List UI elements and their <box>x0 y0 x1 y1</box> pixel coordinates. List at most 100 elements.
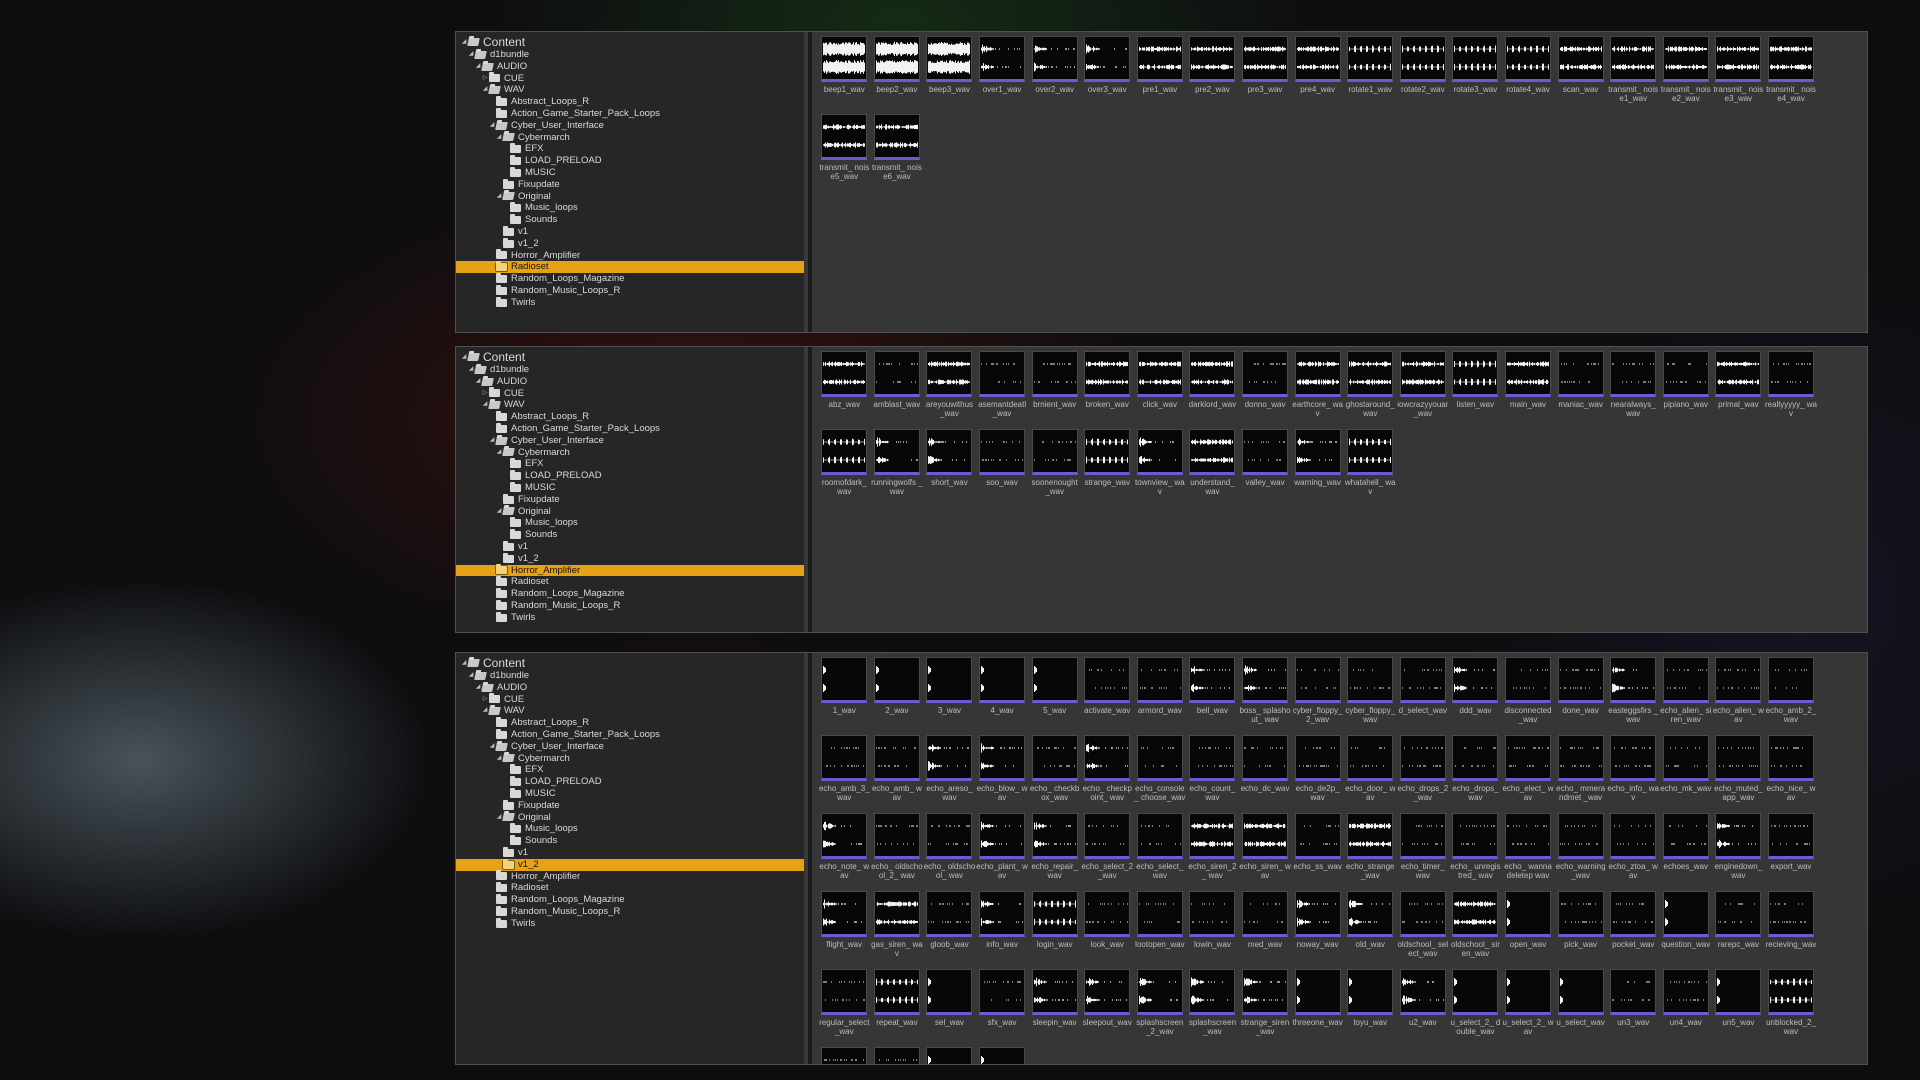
sound-asset[interactable]: echo_alien_ wav <box>1712 657 1765 735</box>
sound-asset[interactable]: brnient_wav <box>1028 351 1081 429</box>
sound-asset[interactable]: short_wav <box>923 429 976 507</box>
tree-item[interactable]: ◢ Original <box>456 191 804 203</box>
sound-asset[interactable]: med_wav <box>1239 891 1292 969</box>
tree-item[interactable]: MUSIC <box>456 481 804 494</box>
sound-asset[interactable]: flight_wav <box>818 891 871 969</box>
sound-asset[interactable]: scan_wav <box>1554 36 1607 114</box>
sound-asset[interactable]: activate_wav <box>1081 657 1134 735</box>
tree-item[interactable]: Fixupdate <box>456 799 804 812</box>
expand-arrow-icon[interactable]: ◢ <box>475 377 481 384</box>
sound-asset[interactable]: u_select_2_ wav <box>1502 969 1555 1047</box>
sound-asset[interactable]: u2_wav <box>1397 969 1450 1047</box>
sound-asset[interactable]: pre1_wav <box>1134 36 1187 114</box>
tree-item[interactable]: ◢ Cybermarch <box>456 753 804 765</box>
sound-asset[interactable]: oldschool_ siren_wav <box>1449 891 1502 969</box>
tree-item[interactable]: ◢ Cybermarch <box>456 132 804 144</box>
tree-item[interactable]: LOAD_PRELOAD <box>456 155 804 167</box>
sound-asset[interactable]: d_select_wav <box>1397 657 1450 735</box>
sound-asset[interactable]: soonenought _wav <box>1028 429 1081 507</box>
tree-item[interactable]: v1 <box>456 846 804 859</box>
sound-asset[interactable]: sleepout_wav <box>1081 969 1134 1047</box>
tree-item[interactable]: ◢ WAV <box>456 84 804 96</box>
expand-arrow-icon[interactable]: ◢ <box>496 754 502 761</box>
sound-asset[interactable]: u_select_2_ double_wav <box>1449 969 1502 1047</box>
tree-item[interactable]: Sounds <box>456 835 804 847</box>
tree-item[interactable]: LOAD_PRELOAD <box>456 776 804 788</box>
tree-item[interactable]: EFX <box>456 764 804 776</box>
sound-asset[interactable]: recieving_wav <box>1765 891 1818 969</box>
sound-asset[interactable]: gas_siren_ wav <box>871 891 924 969</box>
tree-item[interactable]: ◢ Cybermarch <box>456 447 804 459</box>
tree-item[interactable]: ◢ Cyber_User_Interface <box>456 435 804 447</box>
sound-asset[interactable]: echo_repair_ wav <box>1028 813 1081 891</box>
sound-asset[interactable]: cyber_floppy_ 2_wav <box>1291 657 1344 735</box>
sound-asset[interactable]: splashscreen _2_wav <box>1134 969 1187 1047</box>
sound-asset[interactable]: click_wav <box>1134 351 1187 429</box>
sound-asset[interactable]: echo_de2p_ wav <box>1291 735 1344 813</box>
sound-asset[interactable]: un4_wav <box>1660 969 1713 1047</box>
sound-asset[interactable]: echo_door_ wav <box>1344 735 1397 813</box>
tree-item[interactable]: v1 <box>456 540 804 553</box>
sound-asset[interactable]: echo_count_ wav <box>1186 735 1239 813</box>
sound-asset[interactable]: writeonthezip _wav <box>976 1047 1029 1064</box>
tree-item[interactable]: Twirls <box>456 611 804 624</box>
sound-asset[interactable]: warning_wav <box>1291 429 1344 507</box>
sound-asset[interactable]: echo_mk_wav <box>1660 735 1713 813</box>
tree-item[interactable]: Horror_Amplifier <box>456 249 804 262</box>
sound-asset[interactable]: 5_wav <box>1028 657 1081 735</box>
sound-asset[interactable]: pipiano_wav <box>1660 351 1713 429</box>
sound-asset[interactable]: old_wav <box>1344 891 1397 969</box>
sound-asset[interactable]: echo_amb_3_ wav <box>818 735 871 813</box>
sound-asset[interactable]: gloob_wav <box>923 891 976 969</box>
sound-asset[interactable]: echo_select_2 _wav <box>1081 813 1134 891</box>
sound-asset[interactable]: pre4_wav <box>1291 36 1344 114</box>
tree-item[interactable]: ◢ WAV <box>456 399 804 411</box>
sound-asset[interactable]: strange_wav <box>1081 429 1134 507</box>
tree-item[interactable]: MUSIC <box>456 166 804 179</box>
sound-asset[interactable]: echo_siren_2_ wav <box>1186 813 1239 891</box>
expand-arrow-icon[interactable]: ◢ <box>475 62 481 69</box>
tree-item[interactable]: Fixupdate <box>456 178 804 191</box>
tree-item[interactable]: ◢ Cyber_User_Interface <box>456 120 804 132</box>
sound-asset[interactable]: look_wav <box>1081 891 1134 969</box>
sound-asset[interactable]: strange_siren _wav <box>1239 969 1292 1047</box>
sound-asset[interactable]: pre2_wav <box>1186 36 1239 114</box>
tree-item[interactable]: ▷ CUE <box>456 693 804 706</box>
sound-asset[interactable]: splashscreen _wav <box>1186 969 1239 1047</box>
sound-asset[interactable]: rotate1_wav <box>1344 36 1397 114</box>
tree-item[interactable]: Random_Music_Loops_R <box>456 905 804 918</box>
sound-asset[interactable]: echo_ unregistred_ wav <box>1449 813 1502 891</box>
sound-asset[interactable]: 1_wav <box>818 657 871 735</box>
sound-asset[interactable]: transmit_ noise1_wav <box>1607 36 1660 114</box>
sound-asset[interactable]: echo_ checkpoint_ wav <box>1081 735 1134 813</box>
sound-asset[interactable]: lowin_wav <box>1186 891 1239 969</box>
sound-asset[interactable]: echo_muted_ app_wav <box>1712 735 1765 813</box>
tree-item[interactable]: Sounds <box>456 529 804 541</box>
expand-arrow-icon[interactable]: ◢ <box>468 366 474 372</box>
tree-item[interactable]: Abstract_Loops_R <box>456 717 804 729</box>
sound-asset[interactable]: echo_console_ choose_wav <box>1134 735 1187 813</box>
tree-item[interactable]: ▷ CUE <box>456 72 804 85</box>
sound-asset[interactable]: transmit_ noise6_wav <box>871 114 924 192</box>
tree-item[interactable]: Action_Game_Starter_Pack_Loops <box>456 728 804 741</box>
tree-item[interactable]: Random_Loops_Magazine <box>456 894 804 906</box>
collapse-arrow-icon[interactable]: ▷ <box>482 389 488 396</box>
sound-asset[interactable]: pocket_wav <box>1607 891 1660 969</box>
sound-asset[interactable]: asemantdeatl _wav <box>976 351 1029 429</box>
tree-item[interactable]: Music_loops <box>456 202 804 214</box>
tree-item[interactable]: ◢ AUDIO <box>456 376 804 388</box>
tree-item[interactable]: ◢ Content <box>456 35 804 49</box>
sound-asset[interactable]: valley_wav <box>1239 429 1292 507</box>
sound-asset[interactable]: echo_ oldschool_2_ wav <box>871 813 924 891</box>
sound-asset[interactable]: pick_wav <box>1554 891 1607 969</box>
sound-asset[interactable]: transmit_ noise4_wav <box>1765 36 1818 114</box>
sound-asset[interactable]: darklord_wav <box>1186 351 1239 429</box>
sound-asset[interactable]: login_wav <box>1028 891 1081 969</box>
tree-item[interactable]: v1_2 <box>456 237 804 250</box>
sound-asset[interactable]: beep3_wav <box>923 36 976 114</box>
sound-asset[interactable]: u_select_wav <box>1554 969 1607 1047</box>
expand-arrow-icon[interactable]: ◢ <box>496 192 502 199</box>
sound-asset[interactable]: echo_areso_ wav <box>923 735 976 813</box>
tree-item[interactable]: Sounds <box>456 214 804 226</box>
sound-asset[interactable]: echo_ mmerandmet _wav <box>1554 735 1607 813</box>
